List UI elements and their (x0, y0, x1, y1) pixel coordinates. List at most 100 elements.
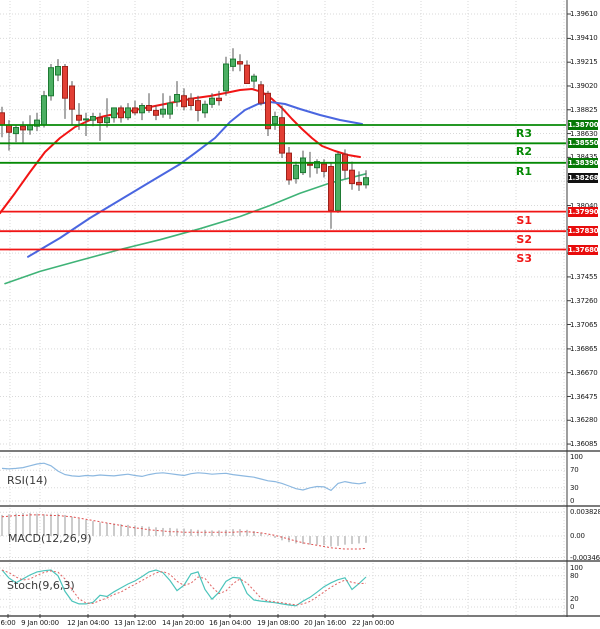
resistance-label: R2 (515, 145, 532, 159)
candle-down (356, 181, 362, 186)
support-label: S3 (516, 251, 532, 265)
ma-green (4, 173, 367, 285)
price-axis-label: 1.36865 (570, 344, 598, 353)
price-axis-label: 1.39020 (570, 82, 598, 90)
candle-down (20, 125, 26, 131)
candle-down (69, 85, 75, 110)
price-axis-label: 1.39215 (570, 58, 598, 67)
candle-up (363, 177, 369, 186)
stoch-level-label: 20 (570, 595, 579, 604)
candle-up (223, 63, 229, 92)
macd-label: MACD(12,26,9) (8, 532, 92, 545)
candle-up (90, 116, 96, 121)
rsi-level-label: 100 (570, 453, 583, 461)
rsi-line (1, 462, 367, 492)
support-label: S2 (516, 233, 532, 247)
price-axis-label: 1.38435 (570, 153, 600, 161)
support-label: S1 (516, 213, 532, 227)
stoch-label: Stoch(9,6,3) (7, 579, 75, 592)
macd-level-label: 0.003828 (570, 508, 600, 517)
candle-up (41, 95, 47, 126)
candle-down (132, 107, 138, 114)
resistance-label: R1 (515, 164, 532, 178)
candles (0, 48, 369, 229)
candle-down (118, 107, 124, 119)
indicator-lines (1, 462, 367, 607)
price-axis-label: 1.36475 (570, 392, 598, 401)
candle-up (104, 117, 110, 124)
candle-down (216, 97, 222, 102)
candle-down (328, 166, 334, 211)
support-price-badge: 1.37680 (568, 244, 599, 255)
support-price-badge: 1.37990 (568, 206, 599, 217)
candle-down (76, 114, 82, 121)
macd-signal-line (1, 514, 367, 550)
candle-up (230, 58, 236, 67)
price-axis-label: 1.37065 (570, 320, 598, 329)
rsi-level-label: 30 (570, 483, 579, 492)
price-axis-label: 1.36280 (570, 416, 598, 425)
candle-down (244, 64, 250, 84)
stoch-level-label: 100 (570, 564, 583, 572)
rsi-level-label: 70 (570, 466, 579, 475)
candle-down (258, 84, 264, 104)
stoch-d-line (1, 569, 367, 606)
candle-up (125, 107, 131, 119)
candle-up (34, 119, 40, 127)
candle-up (174, 94, 180, 103)
time-axis-label: 22 Jan 00:00 (352, 619, 394, 627)
ma-blue (27, 101, 363, 258)
time-axis-label: 6:00 (0, 619, 16, 627)
rsi-label: RSI(14) (7, 474, 48, 487)
candle-up (160, 108, 166, 115)
macd-level-label: 0.00 (570, 532, 585, 540)
price-axis-label: 1.38630 (570, 129, 598, 138)
candle-up (13, 127, 19, 135)
candle-up (139, 105, 145, 114)
current-price-badge: 1.38268 (568, 172, 599, 183)
candle-up (300, 157, 306, 174)
candle-down (0, 112, 5, 126)
candle-down (153, 109, 159, 116)
candle-down (181, 95, 187, 108)
levels (0, 124, 566, 251)
price-axis-label: 1.38040 (570, 201, 598, 210)
price-axis-label: 1.39410 (570, 34, 598, 43)
macd-level-label: -0.003463 (570, 553, 600, 562)
candle-down (62, 66, 68, 99)
candle-down (286, 152, 292, 181)
candle-down (279, 117, 285, 154)
candle-up (314, 161, 320, 169)
gridlines (0, 1, 566, 615)
candle-up (167, 102, 173, 115)
resistance-label: R3 (515, 127, 532, 140)
time-axis-label: 13 Jan 12:00 (114, 619, 156, 627)
candle-up (209, 97, 215, 105)
time-axis-label: 20 Jan 16:00 (304, 619, 346, 627)
stoch-level-label: 80 (570, 571, 579, 580)
candle-up (48, 67, 54, 97)
rsi-level-label: 0 (570, 497, 575, 505)
candle-down (195, 100, 201, 111)
time-axis-label: 14 Jan 20:00 (162, 619, 204, 627)
time-axis-label: 19 Jan 08:00 (257, 619, 299, 627)
candle-down (307, 163, 313, 166)
candle-up (83, 118, 89, 121)
candle-up (251, 75, 257, 82)
price-axis-label: 1.37260 (570, 296, 598, 305)
price-axis-label: 1.39610 (570, 10, 598, 18)
candle-up (293, 164, 299, 180)
candle-down (237, 61, 243, 65)
time-axis-label: 9 Jan 00:00 (21, 619, 59, 627)
price-axis-label: 1.36670 (570, 368, 598, 377)
price-axis-label: 1.38825 (570, 105, 598, 114)
candle-down (6, 124, 12, 133)
candle-up (111, 107, 117, 119)
resistance-price-badge: 1.38550 (568, 138, 599, 149)
candle-up (335, 153, 341, 211)
candle-down (265, 92, 271, 130)
price-axis-label: 1.37455 (570, 272, 598, 281)
candle-up (55, 66, 61, 76)
